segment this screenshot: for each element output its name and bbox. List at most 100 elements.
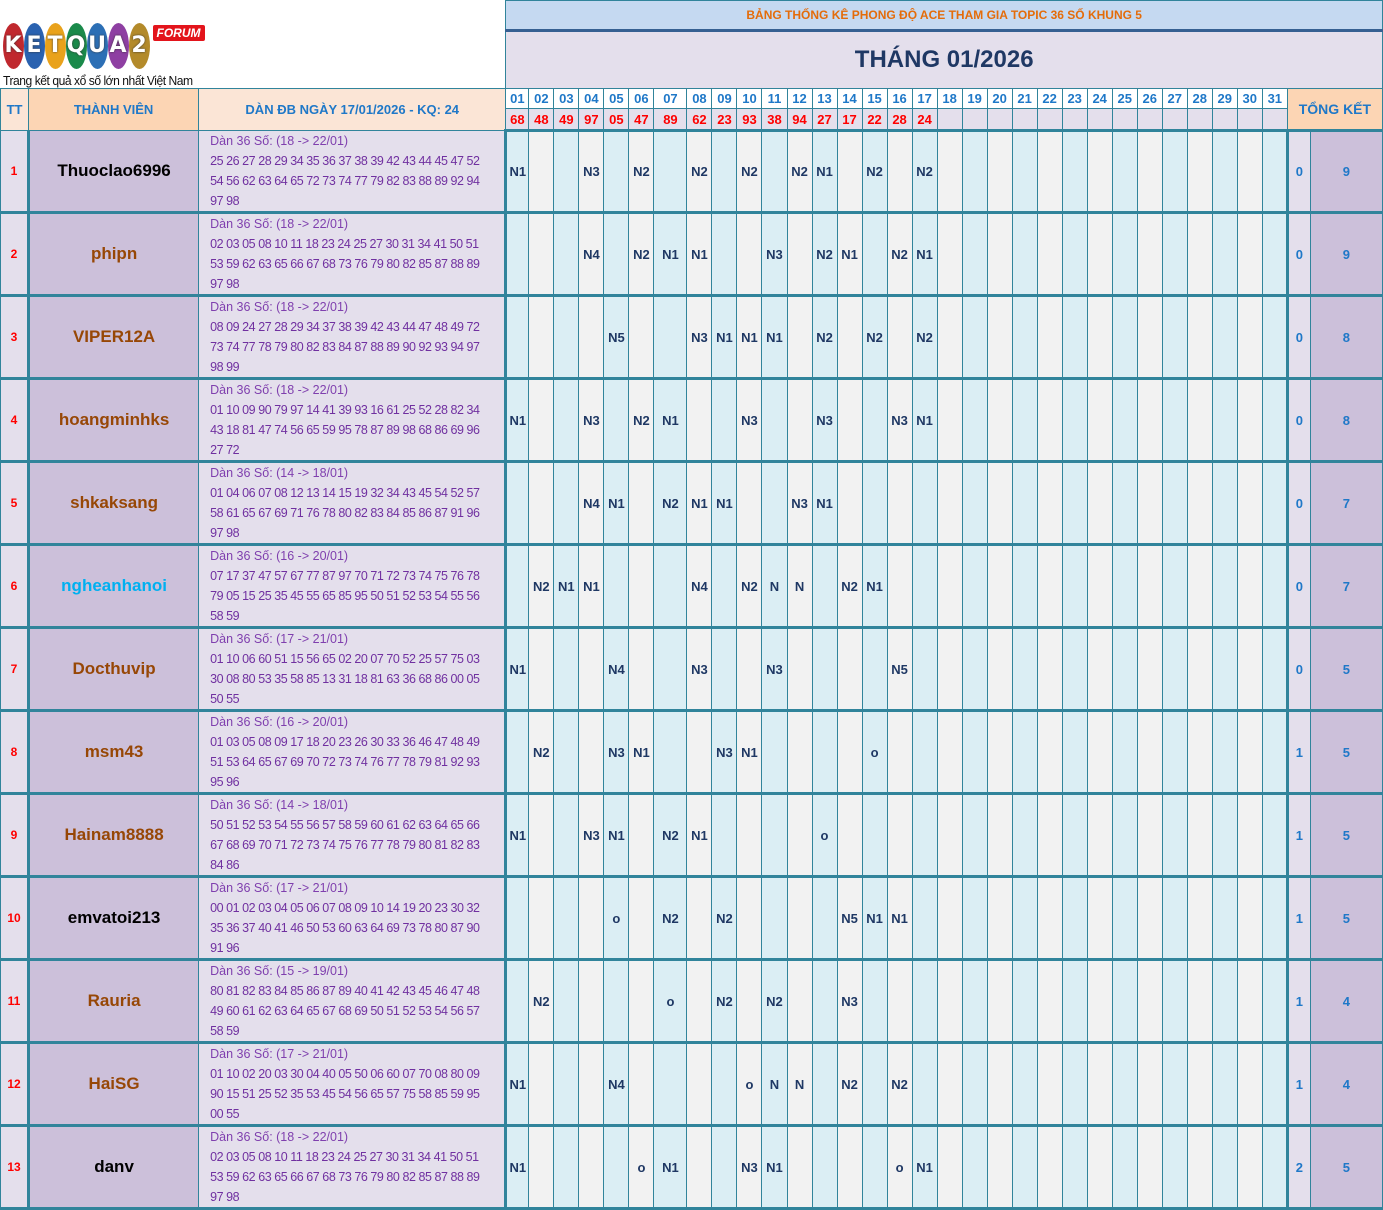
day-mark-18 (936, 959, 963, 1044)
day-mark-24 (1086, 544, 1113, 629)
day-mark-10: N1 (736, 710, 763, 795)
day-mark-31 (1261, 378, 1288, 463)
day-result (1161, 108, 1188, 132)
day-mark-14: N3 (836, 959, 863, 1044)
dan-line: 58 59 (210, 1024, 240, 1038)
member-name[interactable]: Rauria (27, 959, 200, 1044)
day-mark-06: o (628, 1125, 655, 1210)
day-mark-29 (1211, 793, 1238, 878)
day-mark-22 (1036, 793, 1063, 878)
day-mark-13: N1 (811, 461, 838, 546)
day-mark-13: N2 (811, 212, 838, 297)
day-mark-18 (936, 295, 963, 380)
day-mark-21 (1011, 793, 1038, 878)
day-mark-18 (936, 130, 963, 214)
dan-line: 01 03 05 08 09 17 18 20 23 26 30 33 36 4… (210, 735, 480, 749)
day-mark-02 (528, 1125, 555, 1210)
member-row: 1 Thuoclao6996 Dàn 36 Số: (18 -> 22/01) … (0, 130, 1383, 214)
day-mark-19 (961, 212, 988, 297)
day-mark-08: N3 (686, 627, 713, 712)
day-mark-23 (1061, 793, 1088, 878)
day-mark-07: o (653, 959, 688, 1044)
member-name[interactable]: danv (27, 1125, 200, 1210)
total-a: 0 (1285, 130, 1311, 214)
day-mark-02: N2 (528, 544, 555, 629)
day-mark-26 (1136, 212, 1163, 297)
day-mark-06 (628, 461, 655, 546)
member-name[interactable]: ngheanhanoi (27, 544, 200, 629)
day-mark-14: N2 (836, 544, 863, 629)
member-row: 12 HaiSG Dàn 36 Số: (17 -> 21/01) 01 10 … (0, 1042, 1383, 1127)
day-mark-10 (736, 793, 763, 878)
day-mark-14: N2 (836, 1042, 863, 1127)
day-mark-17: N1 (911, 1125, 938, 1210)
day-result: 68 (505, 108, 530, 132)
day-mark-16 (886, 295, 913, 380)
day-mark-31 (1261, 1125, 1288, 1210)
day-mark-05 (603, 959, 630, 1044)
day-mark-26 (1136, 1042, 1163, 1127)
day-mark-21 (1011, 876, 1038, 961)
member-dan: Dàn 36 Số: (14 -> 18/01) 50 51 52 53 54 … (198, 793, 508, 878)
dan-line: 50 51 52 53 54 55 56 57 58 59 60 61 62 6… (210, 818, 480, 832)
day-header: 04 (578, 88, 605, 109)
day-mark-03 (553, 461, 580, 546)
day-result: 93 (736, 108, 763, 132)
member-name[interactable]: Docthuvip (27, 627, 200, 712)
day-header: 03 (553, 88, 580, 109)
header-tt: TT (0, 88, 30, 131)
day-mark-11 (761, 130, 788, 214)
day-mark-05: N1 (603, 461, 630, 546)
day-mark-11 (761, 378, 788, 463)
day-mark-19 (961, 1125, 988, 1210)
member-dan: Dàn 36 Số: (15 -> 19/01) 80 81 82 83 84 … (198, 959, 508, 1044)
day-mark-23 (1061, 378, 1088, 463)
day-mark-31 (1261, 959, 1288, 1044)
logo-tagline: Trang kết quả xổ số lớn nhất Việt Nam (2, 72, 193, 88)
dan-line: 97 98 (210, 194, 240, 208)
day-mark-23 (1061, 959, 1088, 1044)
total-b: 5 (1309, 793, 1383, 878)
member-name[interactable]: VIPER12A (27, 295, 200, 380)
day-mark-17: N2 (911, 130, 938, 214)
row-number: 5 (0, 461, 30, 546)
member-name[interactable]: phipn (27, 212, 200, 297)
day-mark-19 (961, 130, 988, 214)
day-mark-16: o (886, 1125, 913, 1210)
day-mark-29 (1211, 876, 1238, 961)
dan-title: Dàn 36 Số: (17 -> 21/01) (210, 881, 349, 895)
day-result: 27 (811, 108, 838, 132)
dan-line: 50 55 (210, 692, 240, 706)
member-name[interactable]: Hainam8888 (27, 793, 200, 878)
member-name[interactable]: HaiSG (27, 1042, 200, 1127)
day-mark-27 (1161, 1042, 1188, 1127)
dan-line: 91 96 (210, 941, 240, 955)
day-mark-28 (1186, 212, 1213, 297)
member-name[interactable]: Thuoclao6996 (27, 130, 200, 214)
day-mark-11: N (761, 1042, 788, 1127)
dan-line: 73 74 77 78 79 80 82 83 84 87 88 89 90 9… (210, 340, 480, 354)
day-mark-17 (911, 627, 938, 712)
day-mark-27 (1161, 959, 1188, 1044)
member-name[interactable]: hoangminhks (27, 378, 200, 463)
day-mark-12 (786, 627, 813, 712)
day-result (1186, 108, 1213, 132)
day-mark-14 (836, 793, 863, 878)
day-mark-06: N2 (628, 378, 655, 463)
day-mark-25 (1111, 710, 1138, 795)
day-mark-29 (1211, 130, 1238, 214)
dan-line: 30 08 80 53 35 58 85 13 31 18 81 63 36 6… (210, 672, 480, 686)
day-mark-21 (1011, 1042, 1038, 1127)
day-header: 30 (1236, 88, 1263, 109)
day-result: 62 (686, 108, 713, 132)
day-mark-17 (911, 461, 938, 546)
month-title: THÁNG 01/2026 (505, 30, 1383, 89)
member-name[interactable]: shkaksang (27, 461, 200, 546)
day-result: 48 (528, 108, 555, 132)
member-name[interactable]: emvatoi213 (27, 876, 200, 961)
day-mark-02 (528, 793, 555, 878)
day-mark-12 (786, 295, 813, 380)
member-name[interactable]: msm43 (27, 710, 200, 795)
